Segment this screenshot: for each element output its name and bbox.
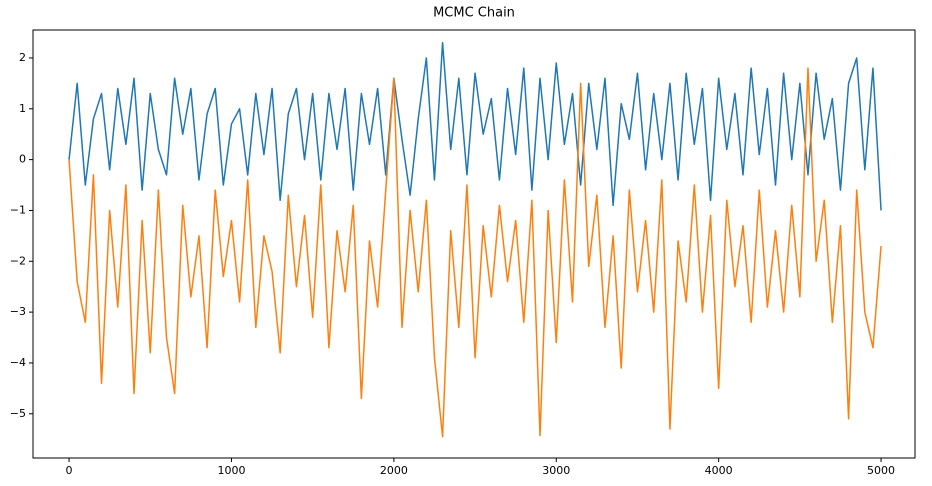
y-tick-label: −1 (10, 203, 26, 216)
y-tick-label: 1 (19, 102, 26, 115)
chart-title: MCMC Chain (433, 6, 515, 21)
x-tick-label: 3000 (542, 464, 570, 477)
y-tick-label: 0 (19, 153, 26, 166)
plot-frame (32, 29, 916, 459)
x-tick-label: 5000 (867, 464, 895, 477)
y-tick-label: −4 (10, 356, 26, 369)
x-tick-label: 4000 (705, 464, 733, 477)
data-line (68, 41, 882, 211)
data-line (68, 67, 882, 438)
y-tick-label: 2 (19, 51, 26, 64)
y-tick-label: −3 (10, 305, 26, 318)
x-tick-label: 2000 (380, 464, 408, 477)
y-tick-label: −5 (10, 407, 26, 420)
x-tick-label: 1000 (217, 464, 245, 477)
x-tick-label: 0 (66, 464, 73, 477)
y-tick-label: −2 (10, 254, 26, 267)
